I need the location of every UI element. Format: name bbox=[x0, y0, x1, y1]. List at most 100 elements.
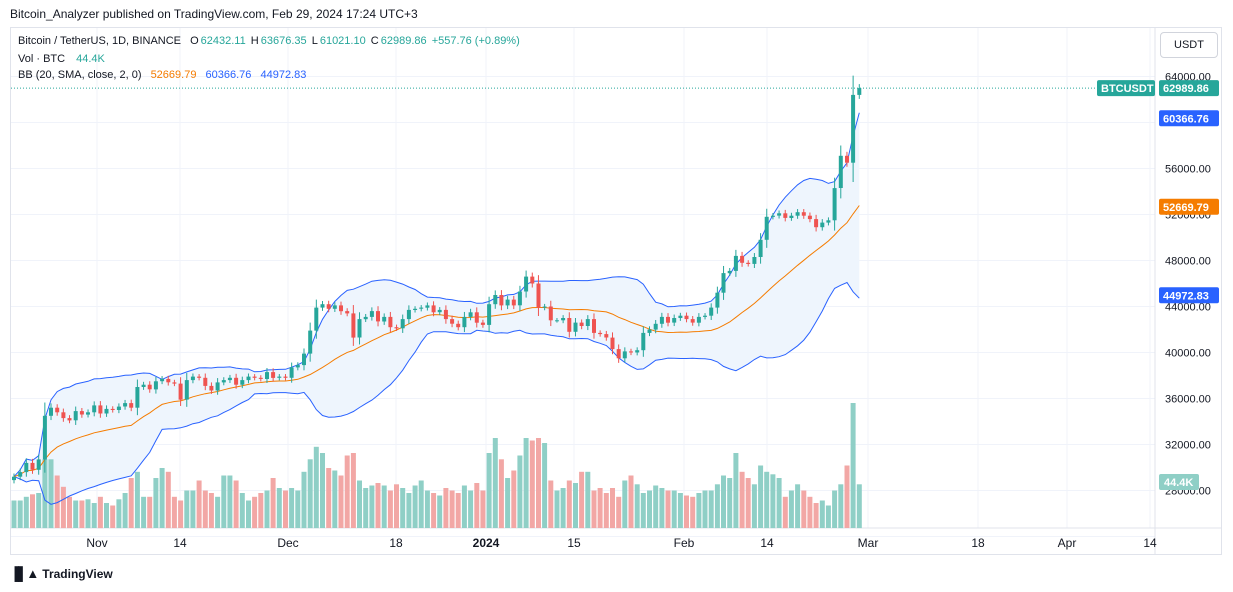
candle-body-128 bbox=[801, 212, 806, 216]
volume-bar-121 bbox=[758, 465, 764, 528]
volume-bar-29 bbox=[190, 490, 196, 528]
volume-bar-28 bbox=[184, 490, 190, 528]
volume-bar-53 bbox=[338, 475, 344, 528]
candle-body-61 bbox=[388, 316, 393, 328]
candle-body-70 bbox=[443, 309, 448, 320]
volume-bar-25 bbox=[165, 471, 171, 529]
last-price-value-bg bbox=[1159, 80, 1219, 97]
volume-bar-112 bbox=[702, 490, 708, 528]
candle-body-101 bbox=[635, 350, 640, 353]
volume-bar-108 bbox=[677, 493, 683, 528]
volume-bar-46 bbox=[295, 490, 301, 528]
volume-bar-119 bbox=[745, 478, 751, 528]
volume-label-bg bbox=[1159, 474, 1199, 490]
candle-body-6 bbox=[49, 407, 53, 416]
volume-bar-116 bbox=[727, 478, 733, 528]
candle-body-102 bbox=[641, 332, 646, 351]
candle-body-72 bbox=[456, 323, 461, 328]
candle-body-66 bbox=[419, 307, 424, 309]
candle-body-107 bbox=[672, 318, 677, 323]
volume-bar-58 bbox=[369, 485, 375, 528]
legend-symbol[interactable]: Bitcoin / TetherUS, 1D, BINANCE bbox=[18, 35, 182, 47]
volume-bar-50 bbox=[320, 453, 325, 528]
volume-bar-137 bbox=[856, 484, 862, 529]
candle-body-20 bbox=[135, 387, 140, 408]
volume-bar-27 bbox=[178, 500, 184, 528]
x-tick-label-9: 18 bbox=[971, 536, 985, 550]
candle-body-118 bbox=[740, 255, 745, 263]
legend-bb-label[interactable]: BB (20, SMA, close, 2, 0) bbox=[18, 69, 142, 81]
volume-bar-36 bbox=[233, 480, 239, 528]
candle-body-31 bbox=[203, 377, 208, 386]
candle-body-119 bbox=[746, 262, 751, 264]
volume-bar-51 bbox=[326, 468, 332, 528]
candle-body-126 bbox=[789, 215, 794, 218]
candle-body-99 bbox=[622, 351, 627, 359]
candle-body-11 bbox=[79, 411, 84, 415]
volume-bar-99 bbox=[622, 480, 628, 528]
volume-bar-81 bbox=[511, 470, 517, 528]
candle-body-81 bbox=[511, 299, 516, 306]
volume-bar-130 bbox=[813, 503, 819, 528]
volume-bar-18 bbox=[122, 493, 128, 528]
volume-bar-133 bbox=[832, 490, 838, 528]
legend-low-label: L bbox=[311, 35, 318, 47]
candle-body-90 bbox=[567, 318, 572, 332]
x-tick-label-1: 14 bbox=[173, 536, 187, 550]
x-tick-label-8: Mar bbox=[858, 536, 879, 550]
candle-body-2 bbox=[24, 462, 29, 473]
candle-body-106 bbox=[666, 316, 670, 323]
candle-body-59 bbox=[376, 311, 380, 322]
candle-body-125 bbox=[783, 213, 788, 218]
legend-bb-row: BB (20, SMA, close, 2, 0) 52669.79 60366… bbox=[18, 69, 308, 81]
volume-bar-52 bbox=[332, 470, 338, 528]
last-price-value: 62989.86 bbox=[1163, 83, 1209, 95]
candle-body-58 bbox=[369, 311, 374, 317]
volume-bar-89 bbox=[560, 488, 566, 528]
candle-body-137 bbox=[857, 88, 862, 95]
candle-body-35 bbox=[227, 377, 232, 381]
y-tick-label-3: 48000.00 bbox=[1165, 256, 1211, 268]
x-tick-label-7: 14 bbox=[760, 536, 774, 550]
candle-body-132 bbox=[826, 220, 831, 223]
price-label-1: 52669.79 bbox=[1163, 202, 1209, 214]
candle-body-131 bbox=[820, 222, 825, 228]
price-label-2: 44972.83 bbox=[1163, 290, 1209, 302]
candle-body-14 bbox=[98, 405, 103, 414]
volume-bar-126 bbox=[788, 490, 794, 528]
currency-button[interactable]: USDT bbox=[1160, 32, 1218, 58]
candle-body-18 bbox=[123, 403, 128, 407]
tradingview-logo[interactable]: ▐▌▲ TradingView bbox=[10, 566, 113, 581]
legend-bb-mid: 52669.79 bbox=[150, 69, 197, 81]
volume-bar-60 bbox=[381, 485, 387, 528]
candle-body-3 bbox=[30, 462, 35, 470]
legend-open-value: 62432.11 bbox=[200, 35, 246, 47]
volume-bar-82 bbox=[517, 455, 523, 528]
volume-bar-111 bbox=[696, 493, 702, 528]
volume-bar-68 bbox=[431, 493, 437, 528]
candle-body-77 bbox=[487, 304, 492, 325]
candle-body-111 bbox=[696, 316, 701, 323]
volume-bar-9 bbox=[67, 496, 72, 529]
volume-bar-84 bbox=[529, 440, 535, 528]
volume-bar-56 bbox=[357, 480, 362, 528]
volume-bar-96 bbox=[603, 493, 609, 528]
candle-body-62 bbox=[394, 327, 399, 329]
volume-bar-134 bbox=[838, 484, 844, 529]
volume-bar-93 bbox=[585, 471, 591, 529]
volume-bar-64 bbox=[406, 493, 412, 528]
candle-body-80 bbox=[505, 299, 510, 306]
tradingview-logo-icon: ▐▌▲ bbox=[10, 566, 39, 581]
price-label-0-bg bbox=[1159, 110, 1219, 127]
y-tick-label-7: 32000.00 bbox=[1165, 440, 1211, 452]
volume-bar-14 bbox=[97, 496, 103, 529]
candle-body-86 bbox=[542, 306, 547, 308]
candle-body-98 bbox=[616, 349, 621, 359]
volume-bar-118 bbox=[739, 471, 745, 529]
x-tick-label-11: 14 bbox=[1143, 536, 1157, 550]
candle-body-84 bbox=[530, 276, 535, 284]
candle-body-26 bbox=[172, 382, 177, 384]
legend-volume-label[interactable]: Vol · BTC bbox=[18, 53, 66, 65]
volume-bar-100 bbox=[628, 475, 634, 528]
